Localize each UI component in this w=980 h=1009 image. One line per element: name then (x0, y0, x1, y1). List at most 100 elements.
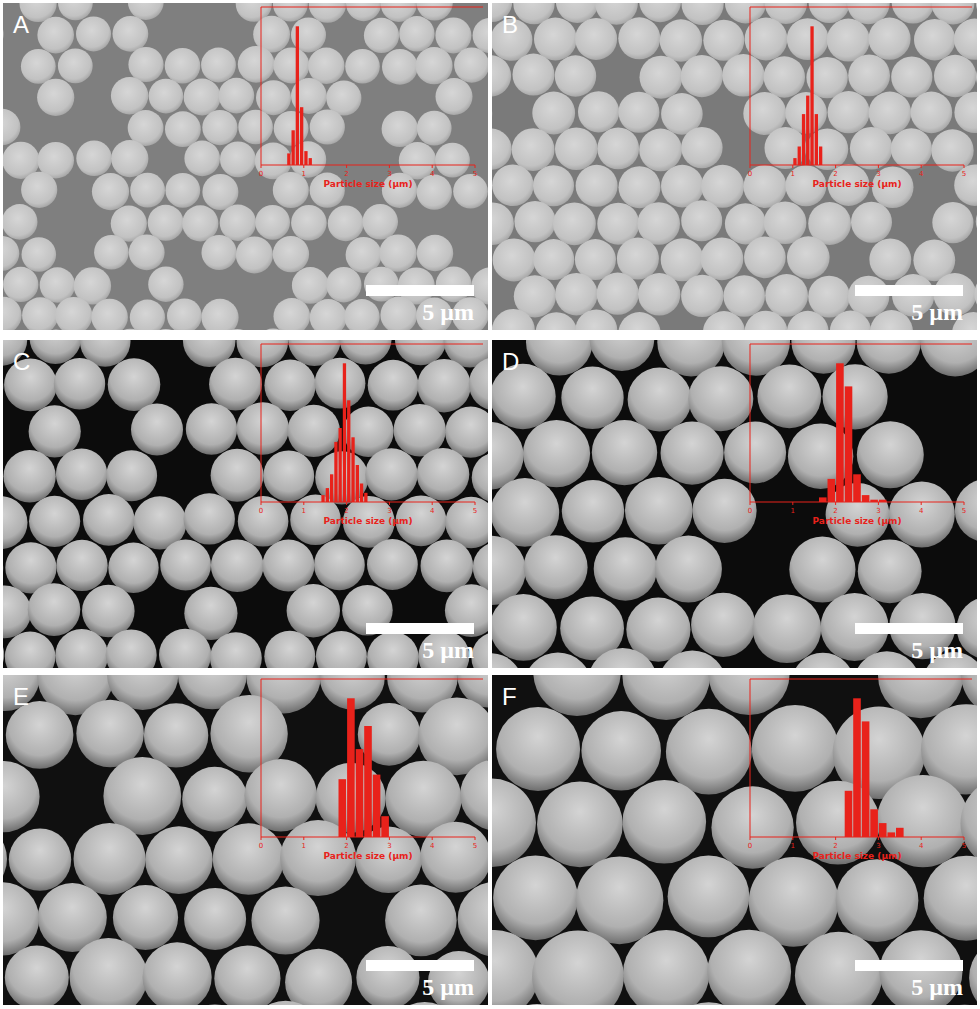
tick-label: 2 (344, 842, 348, 850)
particle (954, 92, 977, 133)
particle (22, 237, 57, 272)
panel-label: A (13, 11, 29, 38)
particle (415, 47, 452, 84)
particle (55, 629, 108, 668)
scale-bar (366, 623, 474, 634)
panel: 012345Particle size (μm)B5 µm (428, 0, 980, 391)
particle (619, 166, 661, 208)
tick-label: 0 (748, 507, 752, 515)
particle (932, 202, 973, 243)
particle (850, 127, 893, 170)
sem-background (492, 340, 977, 668)
tick (792, 502, 793, 505)
bar (845, 386, 853, 502)
particle (328, 205, 364, 241)
particle (787, 18, 829, 60)
tick (792, 165, 793, 168)
sem-background (492, 3, 977, 330)
particle (255, 205, 290, 240)
particle (108, 543, 158, 593)
particle (76, 141, 112, 177)
particle (262, 539, 314, 591)
particle (492, 203, 514, 245)
bars (793, 26, 822, 165)
particle (3, 360, 4, 413)
particle (681, 275, 723, 317)
tick (432, 837, 433, 840)
particle (745, 18, 788, 61)
particle (238, 46, 275, 83)
sem-image (492, 3, 977, 330)
particle (3, 236, 19, 271)
bar (793, 158, 796, 165)
bar (373, 775, 381, 837)
particle (492, 653, 523, 668)
particle (130, 300, 165, 330)
bar (862, 721, 870, 837)
particle (955, 479, 977, 542)
particle (326, 267, 361, 302)
particle (562, 480, 624, 542)
particle (663, 1002, 755, 1005)
particle (532, 92, 575, 135)
particle (581, 711, 661, 791)
particle (575, 18, 617, 60)
tick (835, 837, 836, 840)
bars (819, 363, 887, 502)
tick-label: 2 (833, 842, 837, 850)
particle (202, 110, 237, 145)
particle (828, 91, 870, 133)
particle (681, 55, 723, 97)
y-axis (750, 344, 751, 502)
particle (723, 275, 765, 317)
particle (287, 584, 340, 637)
particle (435, 17, 471, 53)
sem-image (3, 675, 488, 1005)
particle (764, 56, 805, 97)
particle (292, 267, 329, 304)
tick-label: 0 (259, 842, 263, 850)
bars (287, 26, 312, 165)
particle (108, 358, 161, 411)
particle (417, 111, 452, 146)
tick-label: 5 (473, 507, 477, 515)
sem-image (492, 675, 977, 1005)
particle (143, 942, 212, 1005)
particle (524, 653, 592, 669)
particle (830, 311, 871, 330)
particle (889, 482, 955, 548)
particle (310, 299, 347, 330)
bar (815, 114, 818, 165)
particle (113, 885, 178, 950)
tick (261, 165, 262, 168)
particle (365, 448, 417, 500)
particle (954, 165, 977, 206)
bar (321, 495, 324, 502)
particle (3, 629, 4, 668)
tick (303, 502, 304, 505)
tick-label: 1 (302, 842, 306, 850)
particle (753, 594, 822, 663)
bar (896, 828, 904, 837)
particle (555, 55, 596, 96)
x-axis (261, 502, 475, 503)
particle (291, 205, 327, 241)
particle (367, 632, 419, 668)
particle (808, 276, 850, 318)
particle (681, 127, 722, 168)
particle (787, 311, 829, 330)
particle (533, 165, 574, 206)
tick-label: 2 (833, 170, 837, 178)
histogram: 012345Particle size (μm) (748, 344, 972, 526)
particle (380, 297, 417, 330)
particle (264, 631, 315, 668)
tick (475, 837, 476, 840)
particle (165, 111, 201, 147)
particle (701, 237, 744, 280)
particle (493, 238, 536, 281)
particle (597, 127, 639, 169)
particle (460, 759, 488, 830)
particle (5, 632, 56, 669)
axis-label: Particle size (μm) (812, 516, 901, 526)
tick (835, 165, 836, 168)
